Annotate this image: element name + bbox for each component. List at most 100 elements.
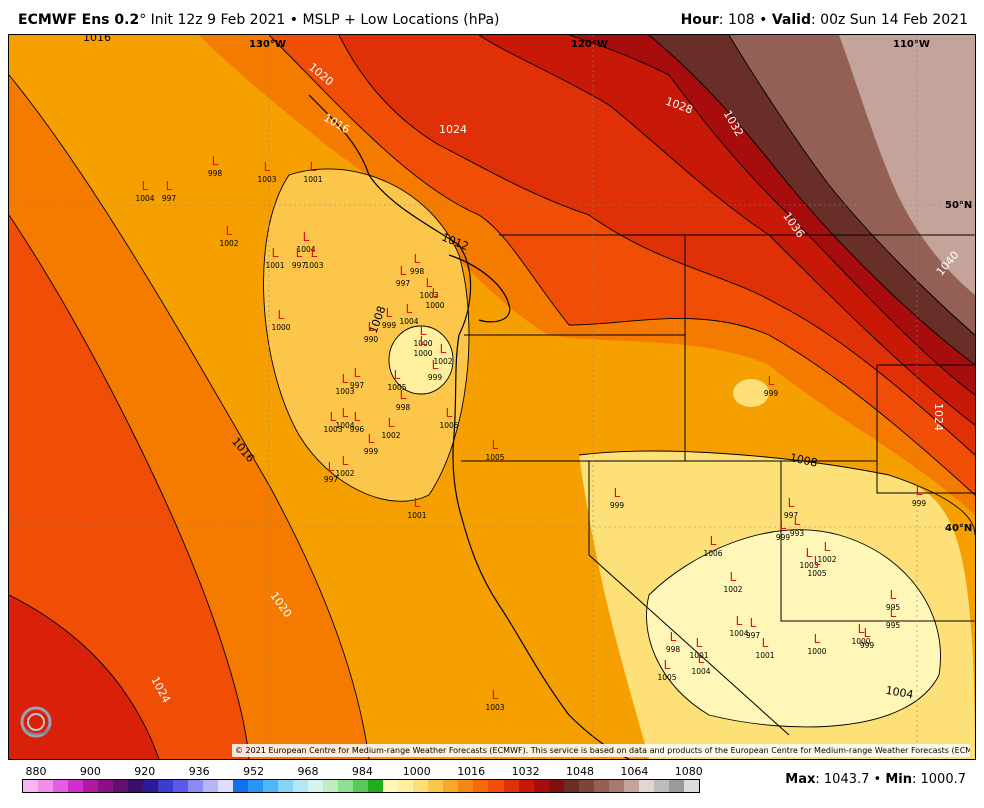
low-symbol: L <box>426 276 433 290</box>
colorbar-swatch <box>608 780 624 792</box>
low-symbol: L <box>890 606 897 620</box>
low-pressure-value: 998 <box>208 169 223 178</box>
low-symbol: L <box>303 230 310 244</box>
colorbar-swatch <box>653 780 669 792</box>
pressure-fill-1004-interior <box>646 529 941 727</box>
low-symbol: L <box>492 438 499 452</box>
low-symbol: L <box>142 179 149 193</box>
low-symbol: L <box>614 486 621 500</box>
low-symbol: L <box>440 342 447 356</box>
low-pressure-value: 1003 <box>419 291 438 300</box>
colorbar-swatch <box>203 780 219 792</box>
colorbar-swatch <box>563 780 579 792</box>
low-pressure-value: 1005 <box>439 421 458 430</box>
weatherbell-logo <box>18 700 108 744</box>
colorbar-swatch <box>248 780 264 792</box>
hour-label: Hour <box>680 12 719 28</box>
low-symbol: L <box>328 460 335 474</box>
pressure-fill-1008-offshore <box>263 168 469 502</box>
low-symbol: L <box>814 554 821 568</box>
low-symbol: L <box>264 160 271 174</box>
low-symbol: L <box>780 518 787 532</box>
colorbar-swatch <box>83 780 99 792</box>
colorbar-swatch <box>293 780 309 792</box>
low-pressure-value: 1001 <box>755 651 774 660</box>
low-pressure-value: 1005 <box>657 673 676 682</box>
colorbar-swatch <box>323 780 339 792</box>
low-symbol: L <box>768 374 775 388</box>
lon-label: 110°W <box>893 39 930 50</box>
low-symbol: L <box>794 514 801 528</box>
low-pressure-value: 1003 <box>335 387 354 396</box>
low-pressure-value: 1003 <box>257 175 276 184</box>
lat-label: 50°N <box>945 200 972 211</box>
pressure-fill-1008-idaho <box>733 379 769 407</box>
max-label: Max <box>785 772 816 787</box>
low-symbol: L <box>806 546 813 560</box>
low-pressure-value: 995 <box>886 621 901 630</box>
low-pressure-value: 1004 <box>296 245 315 254</box>
colorbar-swatch <box>638 780 654 792</box>
low-pressure-value: 1002 <box>335 469 354 478</box>
colorbar-swatch <box>53 780 69 792</box>
low-symbol: L <box>730 570 737 584</box>
lon-label: 130°W <box>249 39 286 50</box>
low-pressure-value: 1005 <box>807 569 826 578</box>
graticule-labels: 130°W 120°W 110°W 50°N 40°N <box>249 39 972 534</box>
colorbar-swatch <box>533 780 549 792</box>
low-pressure-value: 990 <box>364 335 379 344</box>
low-symbol: L <box>432 286 439 300</box>
low-pressure-value: 1005 <box>485 453 504 462</box>
map-title: ECMWF Ens 0.2° Init 12z 9 Feb 2021 • MSL… <box>18 12 500 28</box>
low-pressure-value: 1004 <box>729 629 748 638</box>
low-symbol: L <box>368 320 375 334</box>
low-pressure-value: 997 <box>324 475 339 484</box>
low-symbol: L <box>296 246 303 260</box>
coastline <box>308 94 630 759</box>
colorbar-swatch <box>383 780 399 792</box>
title-bullet: • <box>289 12 299 28</box>
low-pressure-value: 1000 <box>851 637 870 646</box>
copyright-notice: © 2021 European Centre for Medium-range … <box>232 744 970 757</box>
low-pressure-value: 997 <box>162 194 177 203</box>
colorbar-tick-label: 1032 <box>511 765 540 778</box>
isobar-label: 1016 <box>83 35 111 44</box>
low-pressure-value: 998 <box>666 645 681 654</box>
valid-label: Valid <box>771 12 811 28</box>
field-name: MSLP + Low Locations (hPa) <box>302 12 500 28</box>
colorbar-swatch <box>473 780 489 792</box>
graticule <box>9 35 975 759</box>
colorbar-swatch <box>38 780 54 792</box>
low-symbol: L <box>226 224 233 238</box>
colorbar-swatch <box>353 780 369 792</box>
low-pressure-value: 999 <box>382 321 397 330</box>
colorbar-tick-label: 920 <box>134 765 156 778</box>
low-symbol: L <box>890 588 897 602</box>
colorbar-swatch <box>218 780 234 792</box>
low-symbol: L <box>368 432 375 446</box>
pressure-fill-1020-west <box>9 215 249 759</box>
low-symbol: L <box>698 652 705 666</box>
colorbar-swatch <box>278 780 294 792</box>
colorbar-tick-label: 1016 <box>457 765 486 778</box>
low-pressure-value: 1003 <box>799 561 818 570</box>
state-borders <box>461 234 975 736</box>
low-pressure-value: 1004 <box>691 667 710 676</box>
low-pressure-value: 1004 <box>399 317 418 326</box>
lon-label: 120°W <box>571 39 608 50</box>
low-symbol: L <box>750 616 757 630</box>
low-pressure-value: 1002 <box>723 585 742 594</box>
low-symbol: L <box>696 636 703 650</box>
colorbar-swatch <box>158 780 174 792</box>
low-pressure-value: 1001 <box>689 651 708 660</box>
colorbar-swatch <box>263 780 279 792</box>
init-time: Init 12z 9 Feb 2021 <box>150 12 286 28</box>
colorbar-swatch <box>518 780 534 792</box>
low-symbol: L <box>406 302 413 316</box>
low-pressure-value: 998 <box>396 403 411 412</box>
isobar-label: 1024 <box>932 403 945 431</box>
colorbar-swatch <box>143 780 159 792</box>
isobar-lines <box>9 35 975 759</box>
low-symbol: L <box>311 246 318 260</box>
low-pressure-value: 998 <box>410 267 425 276</box>
